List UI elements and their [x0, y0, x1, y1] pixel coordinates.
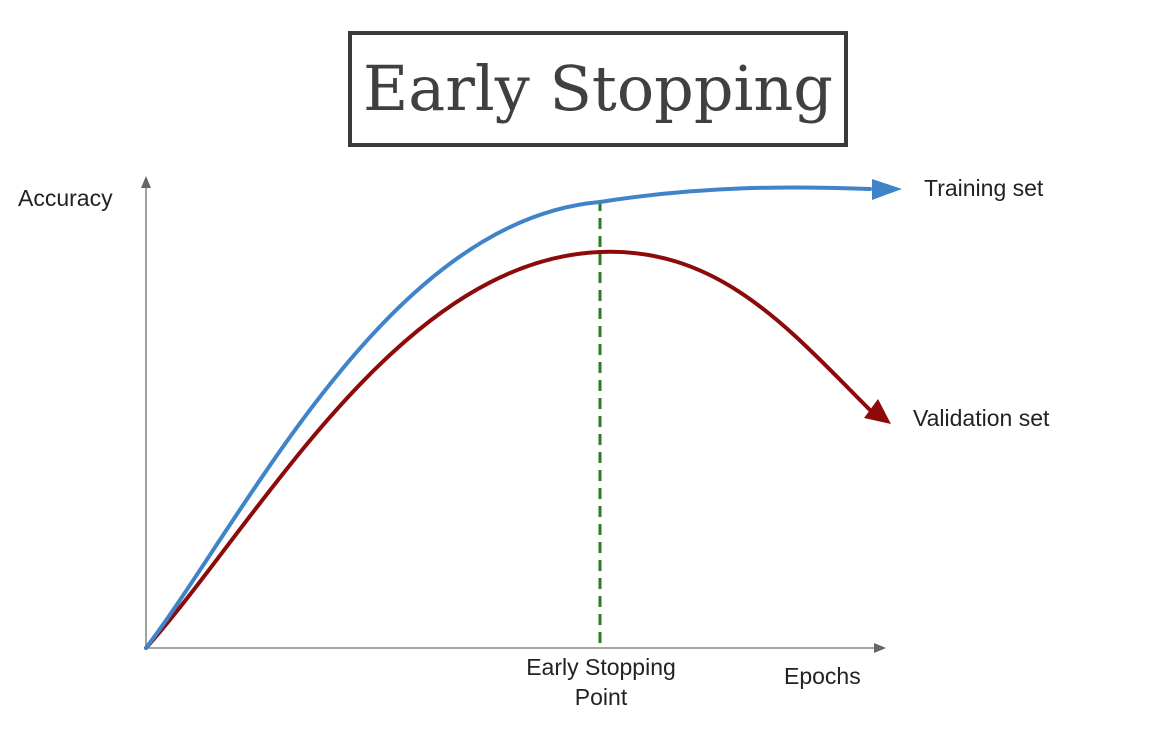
- y-axis-label: Accuracy: [18, 185, 113, 211]
- x-axis-label: Epochs: [784, 663, 861, 689]
- stopping-point-label-line1: Early Stopping: [526, 654, 676, 680]
- training-set-label: Training set: [924, 175, 1044, 201]
- training-arrowhead: [872, 179, 902, 200]
- validation-set-label: Validation set: [913, 405, 1050, 431]
- title-box: Early Stopping: [348, 31, 848, 147]
- training-curve: [144, 185, 872, 650]
- diagram-title: Early Stopping: [363, 52, 833, 125]
- validation-curve: [144, 249, 872, 650]
- stopping-point-label-line2: Point: [575, 684, 628, 710]
- validation-arrowhead: [864, 399, 891, 424]
